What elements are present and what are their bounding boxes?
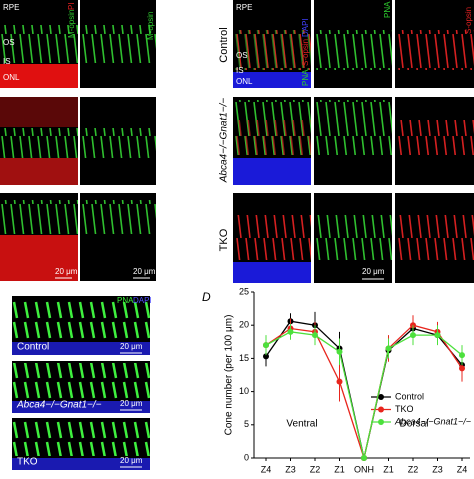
y-tick-label: 15 — [239, 353, 249, 363]
scale-bar-label: 20 μm — [55, 267, 78, 276]
data-point — [263, 353, 269, 360]
channel-label: M-opsin — [67, 10, 76, 38]
x-tick-label: Z1 — [383, 464, 394, 474]
annotation: Ventral — [286, 419, 317, 430]
channel-label: DAPI — [133, 296, 152, 305]
scale-bar-label: 20 μm — [120, 456, 143, 465]
y-tick-label: 0 — [244, 452, 249, 462]
layer-label: IS — [236, 66, 244, 75]
channel-label: M-opsin — [146, 12, 155, 40]
series-line — [265, 324, 463, 461]
y-axis-label: Cone number (per 100 μm) — [224, 315, 235, 436]
data-point — [312, 332, 318, 339]
x-tick-label: Z2 — [310, 464, 321, 474]
data-point — [287, 328, 294, 335]
row-label: Control — [17, 342, 49, 353]
layer-label: ONL — [3, 73, 20, 82]
layer-label: OS — [236, 51, 248, 60]
panel-a-images — [0, 0, 156, 281]
annotation: Dorsal — [400, 419, 429, 430]
data-point — [385, 345, 392, 352]
scale-bar-label: 20 μm — [120, 342, 143, 351]
data-point — [410, 332, 416, 339]
series-line — [265, 320, 463, 459]
data-point — [361, 455, 367, 461]
legend-marker — [378, 406, 384, 413]
channel-label: S-opsin — [464, 7, 473, 34]
data-point — [336, 378, 343, 385]
channel-label: PI — [67, 2, 76, 10]
legend-marker — [378, 394, 384, 400]
x-tick-label: ONH — [354, 464, 374, 474]
row-label: Abca4−/−Gnat1−/− — [16, 400, 102, 411]
row-label: TKO — [17, 457, 38, 468]
y-tick-label: 25 — [239, 286, 249, 296]
y-tick-label: 10 — [239, 386, 249, 396]
legend-label: TKO — [395, 404, 414, 414]
layer-label: IS — [3, 57, 11, 66]
channel-label: PNA — [117, 296, 134, 305]
scale-bar-label: 20 μm — [120, 399, 143, 408]
data-point — [263, 342, 269, 349]
layer-label: RPE — [3, 3, 19, 12]
x-tick-label: Z2 — [408, 464, 419, 474]
scale-bar-label: 20 μm — [362, 267, 385, 276]
panel-label: D — [202, 290, 211, 304]
data-point — [459, 352, 465, 359]
legend-marker — [378, 419, 384, 425]
y-tick-label: 5 — [244, 419, 249, 429]
x-tick-label: Z1 — [334, 464, 345, 474]
channel-label: DAPI — [301, 18, 310, 37]
channel-label: S-opsin — [301, 39, 310, 66]
channel-label: PNA — [383, 1, 392, 18]
scale-bar-label: 20 μm — [133, 267, 156, 276]
layer-label: RPE — [236, 3, 252, 12]
layer-label: ONL — [236, 77, 253, 86]
x-tick-label: Z3 — [285, 464, 296, 474]
layer-label: OS — [3, 38, 15, 47]
series-line — [265, 331, 463, 459]
row-label: TKO — [218, 228, 230, 251]
legend-label: Abca4−/−Gnat1−/− — [394, 416, 471, 426]
x-tick-label: Z4 — [457, 464, 468, 474]
data-point — [336, 348, 343, 355]
data-point — [434, 332, 441, 339]
panel-c-images — [12, 296, 150, 470]
row-label: Abca4−/−Gnat1−/− — [219, 98, 230, 184]
x-tick-label: Z4 — [261, 464, 272, 474]
panel-b-images — [233, 0, 474, 283]
channel-label: PNA — [301, 69, 310, 86]
data-point — [459, 365, 465, 372]
row-label: Control — [218, 27, 230, 62]
y-tick-label: 20 — [239, 320, 249, 330]
legend-label: Control — [395, 391, 424, 401]
x-tick-label: Z3 — [432, 464, 443, 474]
